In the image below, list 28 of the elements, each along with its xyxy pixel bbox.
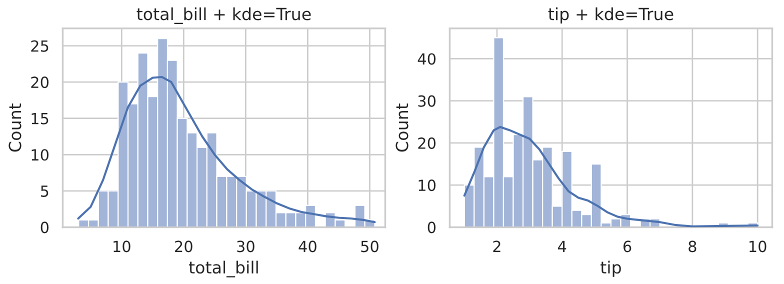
line-series (463, 126, 759, 228)
x-tick-label: 50 (361, 240, 378, 252)
x-tick-label: 10 (114, 240, 130, 252)
x-tick-label: 20 (175, 240, 192, 252)
y-tick-label: 0 (428, 222, 436, 234)
y-tick-label: 40 (418, 53, 436, 65)
x-tick-label: 4 (558, 240, 566, 252)
x-tick-label: 30 (237, 240, 254, 252)
y-tick-label: 10 (418, 180, 436, 192)
chart-title: total_bill + kde=True (136, 7, 311, 24)
chart-title: tip + kde=True (548, 7, 674, 24)
x-axis-title: tip (600, 260, 621, 277)
x-tick-label: 8 (688, 240, 696, 252)
y-tick-label: 0 (40, 222, 49, 234)
y-axis-title: Count (396, 103, 408, 152)
y-tick-label: 25 (31, 40, 48, 52)
x-tick-label: 10 (750, 240, 766, 252)
x-tick-label: 40 (298, 240, 316, 252)
y-tick-label: 10 (32, 149, 49, 161)
y-axis-title: Count (8, 103, 22, 152)
x-axis-title: total_bill (188, 260, 258, 278)
x-tick-label: 6 (623, 240, 632, 252)
y-tick-label: 30 (418, 95, 436, 107)
y-tick-label: 20 (418, 137, 436, 149)
y-tick-label: 5 (40, 186, 48, 197)
x-tick-label: 2 (493, 240, 500, 252)
y-tick-label: 15 (32, 113, 48, 124)
y-tick-label: 20 (31, 76, 49, 88)
